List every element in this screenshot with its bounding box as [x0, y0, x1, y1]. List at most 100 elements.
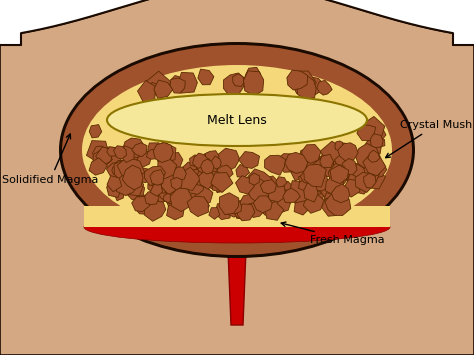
Polygon shape [215, 203, 232, 220]
Polygon shape [137, 81, 155, 103]
Polygon shape [209, 208, 220, 219]
Polygon shape [114, 159, 139, 182]
Polygon shape [107, 179, 121, 197]
Polygon shape [211, 173, 233, 192]
Polygon shape [253, 196, 272, 213]
Polygon shape [267, 185, 286, 202]
Polygon shape [317, 182, 328, 192]
Polygon shape [244, 71, 264, 96]
Polygon shape [148, 143, 162, 157]
Polygon shape [187, 196, 209, 217]
Polygon shape [150, 167, 169, 190]
Polygon shape [358, 158, 375, 175]
Polygon shape [264, 155, 285, 175]
Polygon shape [370, 134, 383, 148]
Polygon shape [93, 149, 108, 169]
Polygon shape [107, 176, 122, 192]
Polygon shape [334, 154, 350, 169]
Polygon shape [352, 163, 368, 176]
Polygon shape [157, 157, 177, 179]
Polygon shape [218, 148, 240, 172]
Polygon shape [113, 146, 127, 159]
Ellipse shape [59, 42, 415, 258]
Polygon shape [304, 164, 326, 187]
Ellipse shape [84, 211, 390, 243]
Text: Crystal Mush: Crystal Mush [386, 120, 472, 158]
Polygon shape [170, 188, 192, 212]
Polygon shape [197, 168, 213, 187]
Polygon shape [327, 181, 340, 194]
Polygon shape [357, 125, 376, 141]
Polygon shape [331, 184, 349, 203]
Polygon shape [106, 162, 128, 180]
Polygon shape [197, 158, 212, 174]
Text: Fresh Magma: Fresh Magma [281, 222, 384, 245]
Polygon shape [190, 155, 202, 167]
Polygon shape [166, 190, 187, 210]
Polygon shape [155, 179, 180, 204]
Polygon shape [115, 175, 139, 196]
Polygon shape [299, 175, 310, 186]
Polygon shape [132, 197, 150, 212]
Polygon shape [170, 78, 185, 93]
Polygon shape [96, 147, 112, 166]
Polygon shape [144, 201, 166, 221]
Polygon shape [277, 196, 291, 213]
Polygon shape [210, 156, 221, 169]
Polygon shape [194, 171, 203, 182]
Polygon shape [112, 165, 121, 176]
Polygon shape [189, 192, 205, 208]
Polygon shape [149, 82, 158, 92]
Polygon shape [128, 148, 152, 168]
Polygon shape [301, 144, 321, 163]
Polygon shape [355, 173, 374, 192]
Polygon shape [239, 177, 255, 193]
Polygon shape [102, 147, 121, 169]
Polygon shape [234, 200, 256, 219]
Polygon shape [301, 186, 324, 211]
Polygon shape [153, 143, 173, 163]
Polygon shape [255, 195, 274, 215]
Polygon shape [290, 162, 307, 181]
Polygon shape [224, 73, 246, 95]
Polygon shape [107, 147, 118, 156]
Polygon shape [265, 176, 278, 188]
Polygon shape [154, 80, 173, 98]
Polygon shape [171, 178, 182, 190]
Polygon shape [301, 170, 318, 185]
Polygon shape [285, 152, 308, 173]
Polygon shape [173, 167, 186, 180]
Text: Solidified Magma: Solidified Magma [2, 134, 99, 185]
Polygon shape [290, 181, 310, 203]
Polygon shape [350, 171, 366, 189]
Polygon shape [321, 149, 337, 166]
Polygon shape [242, 182, 250, 191]
Polygon shape [325, 175, 344, 197]
Polygon shape [340, 158, 357, 175]
Polygon shape [345, 170, 359, 185]
Bar [0, 45, 474, 355]
Polygon shape [294, 199, 310, 215]
Polygon shape [182, 162, 197, 177]
Bar [84, 206, 390, 227]
Polygon shape [367, 158, 378, 170]
Polygon shape [201, 159, 214, 174]
Polygon shape [215, 184, 224, 193]
Polygon shape [86, 141, 109, 163]
Polygon shape [159, 151, 170, 164]
Polygon shape [308, 175, 329, 191]
Polygon shape [154, 141, 176, 163]
Polygon shape [287, 70, 308, 90]
Polygon shape [375, 137, 385, 147]
Polygon shape [148, 181, 161, 193]
Polygon shape [358, 156, 373, 170]
Polygon shape [195, 186, 213, 205]
Polygon shape [246, 178, 270, 203]
Polygon shape [370, 126, 386, 142]
Polygon shape [161, 173, 178, 195]
Polygon shape [360, 170, 378, 186]
Polygon shape [249, 173, 260, 185]
Polygon shape [363, 161, 381, 182]
Polygon shape [189, 174, 204, 189]
Polygon shape [351, 164, 365, 178]
